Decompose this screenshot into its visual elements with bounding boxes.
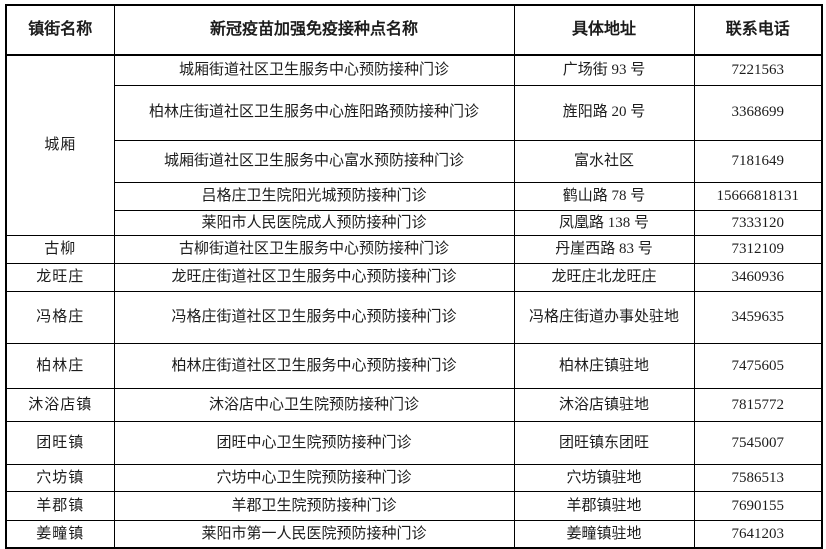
site-cell: 古柳街道社区卫生服务中心预防接种门诊: [113, 234, 515, 264]
site-cell: 龙旺庄街道社区卫生服务中心预防接种门诊: [113, 262, 515, 292]
col-header-phone: 联系电话: [693, 4, 823, 56]
table-body: 城厢 城厢街道社区卫生服务中心预防接种门诊 广场街 93 号 7221563 柏林庄街道…: [5, 54, 823, 549]
address-cell: 沐浴店镇驻地: [513, 387, 695, 422]
site-cell: 冯格庄街道社区卫生服务中心预防接种门诊: [113, 290, 515, 344]
address-cell: 丹崖西路 83 号: [513, 234, 695, 264]
site-cell: 城厢街道社区卫生服务中心预防接种门诊: [113, 54, 515, 86]
table-row: 古柳 古柳街道社区卫生服务中心预防接种门诊 丹崖西路 83 号 7312109: [5, 234, 823, 264]
town-cell: 团旺镇: [5, 420, 115, 465]
phone-cell: 7586513: [693, 463, 823, 492]
town-cell: 穴坊镇: [5, 463, 115, 492]
table-row: 团旺镇 团旺中心卫生院预防接种门诊 团旺镇东团旺 7545007: [5, 420, 823, 465]
town-cell: 姜疃镇: [5, 519, 115, 549]
phone-cell: 15666818131: [693, 181, 823, 211]
town-cell: 柏林庄: [5, 342, 115, 389]
town-cell: 古柳: [5, 234, 115, 264]
table-row: 沐浴店镇 沐浴店中心卫生院预防接种门诊 沐浴店镇驻地 7815772: [5, 387, 823, 422]
phone-cell: 7312109: [693, 234, 823, 264]
phone-cell: 3368699: [693, 84, 823, 141]
address-cell: 姜疃镇驻地: [513, 519, 695, 549]
table-row: 柏林庄 柏林庄街道社区卫生服务中心预防接种门诊 柏林庄镇驻地 7475605: [5, 342, 823, 389]
col-header-site: 新冠疫苗加强免疫接种点名称: [113, 4, 515, 56]
address-cell: 冯格庄街道办事处驻地: [513, 290, 695, 344]
address-cell: 龙旺庄北龙旺庄: [513, 262, 695, 292]
site-cell: 柏林庄街道社区卫生服务中心预防接种门诊: [113, 342, 515, 389]
table-row: 穴坊镇 穴坊中心卫生院预防接种门诊 穴坊镇驻地 7586513: [5, 463, 823, 492]
address-cell: 羊郡镇驻地: [513, 490, 695, 521]
phone-cell: 7815772: [693, 387, 823, 422]
site-cell: 吕格庄卫生院阳光城预防接种门诊: [113, 181, 515, 211]
site-cell: 团旺中心卫生院预防接种门诊: [113, 420, 515, 465]
phone-cell: 3459635: [693, 290, 823, 344]
phone-cell: 7641203: [693, 519, 823, 549]
address-cell: 富水社区: [513, 139, 695, 183]
phone-cell: 7181649: [693, 139, 823, 183]
town-cell: 沐浴店镇: [5, 387, 115, 422]
site-cell: 莱阳市第一人民医院预防接种门诊: [113, 519, 515, 549]
site-cell: 羊郡卫生院预防接种门诊: [113, 490, 515, 521]
header-row: 镇街名称 新冠疫苗加强免疫接种点名称 具体地址 联系电话: [5, 4, 823, 56]
table-row: 龙旺庄 龙旺庄街道社区卫生服务中心预防接种门诊 龙旺庄北龙旺庄 3460936: [5, 262, 823, 292]
site-cell: 柏林庄街道社区卫生服务中心旌阳路预防接种门诊: [113, 84, 515, 141]
phone-cell: 7475605: [693, 342, 823, 389]
address-cell: 穴坊镇驻地: [513, 463, 695, 492]
address-cell: 旌阳路 20 号: [513, 84, 695, 141]
table-row: 羊郡镇 羊郡卫生院预防接种门诊 羊郡镇驻地 7690155: [5, 490, 823, 521]
address-cell: 凤凰路 138 号: [513, 209, 695, 236]
phone-cell: 3460936: [693, 262, 823, 292]
table-header: 镇街名称 新冠疫苗加强免疫接种点名称 具体地址 联系电话: [5, 4, 823, 56]
phone-cell: 7690155: [693, 490, 823, 521]
col-header-town: 镇街名称: [5, 4, 115, 56]
table-row: 冯格庄 冯格庄街道社区卫生服务中心预防接种门诊 冯格庄街道办事处驻地 3459635: [5, 290, 823, 344]
address-cell: 鹤山路 78 号: [513, 181, 695, 211]
site-cell: 穴坊中心卫生院预防接种门诊: [113, 463, 515, 492]
phone-cell: 7221563: [693, 54, 823, 86]
col-header-address: 具体地址: [513, 4, 695, 56]
table-row: 莱阳市人民医院成人预防接种门诊 凤凰路 138 号 7333120: [6, 209, 823, 236]
address-cell: 广场街 93 号: [513, 54, 695, 86]
site-cell: 沐浴店中心卫生院预防接种门诊: [113, 387, 515, 422]
town-cell: 城厢: [5, 54, 115, 236]
phone-cell: 7545007: [693, 420, 823, 465]
town-cell: 羊郡镇: [5, 490, 115, 521]
table-row: 柏林庄街道社区卫生服务中心旌阳路预防接种门诊 旌阳路 20 号 3368699: [6, 84, 823, 141]
town-cell: 龙旺庄: [5, 262, 115, 292]
vaccination-sites-table: 镇街名称 新冠疫苗加强免疫接种点名称 具体地址 联系电话 城厢 城厢街道社区卫生服…: [5, 4, 823, 549]
address-cell: 团旺镇东团旺: [513, 420, 695, 465]
address-cell: 柏林庄镇驻地: [513, 342, 695, 389]
phone-cell: 7333120: [693, 209, 823, 236]
town-cell: 冯格庄: [5, 290, 115, 344]
table-row: 姜疃镇 莱阳市第一人民医院预防接种门诊 姜疃镇驻地 7641203: [5, 519, 823, 549]
table-row: 城厢 城厢街道社区卫生服务中心预防接种门诊 广场街 93 号 7221563: [5, 54, 823, 236]
site-cell: 莱阳市人民医院成人预防接种门诊: [113, 209, 515, 236]
table-row: 城厢街道社区卫生服务中心富水预防接种门诊 富水社区 7181649: [6, 139, 823, 183]
table-row: 吕格庄卫生院阳光城预防接种门诊 鹤山路 78 号 15666818131: [6, 181, 823, 211]
site-cell: 城厢街道社区卫生服务中心富水预防接种门诊: [113, 139, 515, 183]
